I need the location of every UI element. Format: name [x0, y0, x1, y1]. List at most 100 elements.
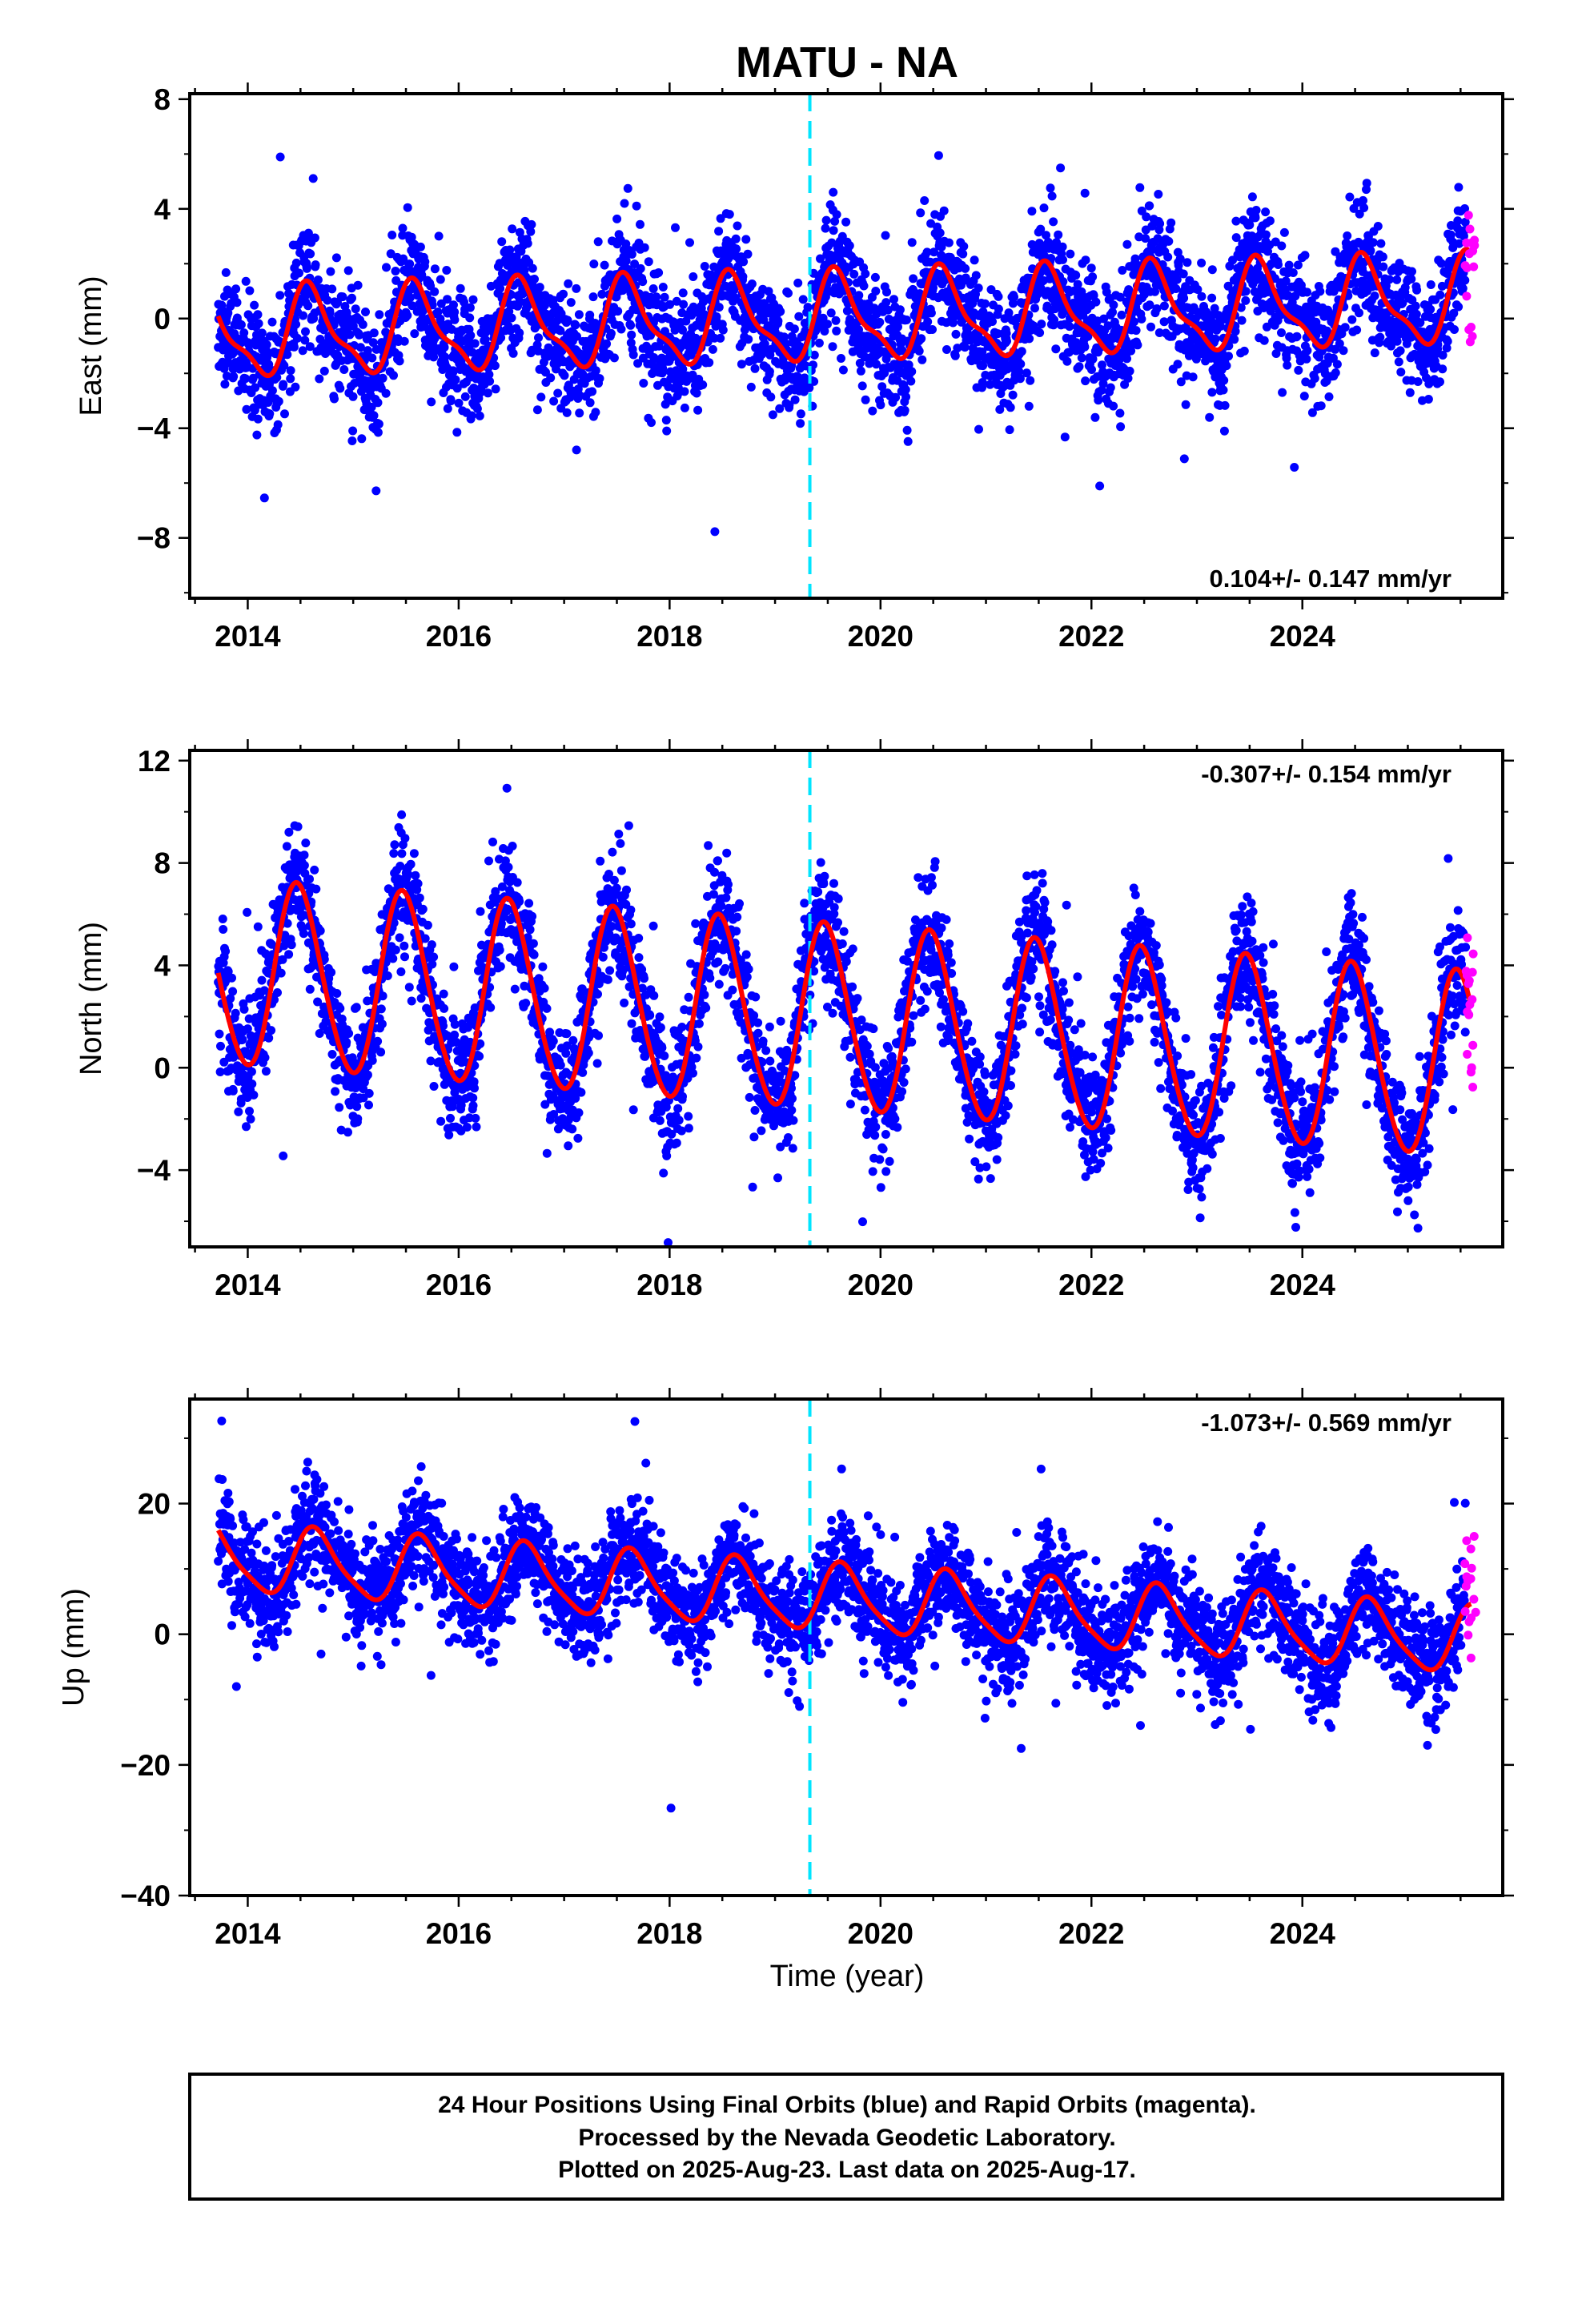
data-point: [216, 1041, 225, 1051]
data-point: [900, 405, 909, 415]
data-point: [1117, 310, 1126, 320]
data-point: [252, 430, 262, 440]
data-point: [262, 340, 271, 349]
data-point: [260, 1053, 270, 1063]
data-point: [944, 238, 954, 247]
data-point: [1207, 388, 1217, 397]
data-point: [1027, 207, 1037, 216]
data-point: [1066, 249, 1075, 259]
data-point: [1039, 203, 1049, 213]
data-point: [305, 875, 314, 884]
data-point: [1283, 360, 1292, 370]
data-point: [449, 962, 459, 971]
data-point: [299, 850, 309, 860]
data-point: [909, 274, 918, 283]
data-point: [1035, 328, 1045, 337]
data-point: [1173, 360, 1182, 369]
data-point: [1017, 347, 1026, 356]
data-point: [821, 215, 831, 225]
data-point: [917, 355, 927, 364]
data-point: [640, 243, 649, 252]
data-point: [542, 1148, 552, 1158]
data-point: [881, 231, 890, 240]
data-point: [1454, 183, 1464, 192]
data-point: [429, 1082, 439, 1091]
data-point: [264, 1033, 274, 1043]
data-point: [355, 330, 364, 340]
data-point: [391, 945, 400, 955]
data-point: [1411, 309, 1421, 319]
data-point: [335, 384, 345, 393]
data-point: [407, 996, 416, 1006]
data-point: [227, 973, 236, 983]
data-point: [400, 834, 410, 843]
data-point: [560, 371, 569, 380]
data-point: [264, 360, 274, 369]
data-point: [1219, 376, 1229, 385]
data-point: [678, 325, 687, 335]
data-point: [564, 279, 573, 288]
data-point: [484, 856, 493, 866]
data-point: [616, 324, 626, 334]
data-point: [308, 174, 318, 183]
data-point: [563, 316, 572, 325]
data-point: [351, 304, 360, 314]
data-point: [515, 328, 524, 338]
data-point: [440, 1003, 449, 1013]
data-point: [559, 289, 568, 299]
data-point: [315, 926, 325, 935]
data-point: [1115, 408, 1125, 418]
data-point: [648, 284, 658, 293]
data-point: [542, 1003, 552, 1013]
data-point: [1109, 300, 1118, 310]
data-point: [295, 268, 303, 278]
data-point: [766, 392, 776, 402]
data-point: [267, 317, 277, 327]
data-point: [327, 284, 337, 294]
data-point: [468, 1101, 478, 1111]
data-point: [546, 373, 556, 383]
data-point: [415, 893, 424, 903]
data-point: [935, 228, 945, 238]
data-point: [232, 298, 242, 308]
data-point: [1166, 218, 1176, 227]
data-point: [404, 983, 414, 992]
north-plot-area: [214, 750, 1478, 1247]
data-point: [627, 250, 636, 259]
data-point: [358, 320, 367, 329]
data-point: [733, 221, 742, 231]
data-point: [1086, 263, 1096, 273]
data-point: [553, 388, 563, 398]
data-point: [814, 338, 824, 348]
data-point: [821, 223, 830, 233]
data-point: [1378, 252, 1387, 262]
data-point: [1379, 262, 1388, 271]
data-point: [246, 1114, 255, 1124]
data-point: [247, 1067, 256, 1076]
data-point: [1090, 412, 1100, 422]
data-point: [1146, 322, 1155, 332]
data-point: [371, 486, 381, 496]
data-point: [746, 382, 756, 392]
data-point: [1181, 400, 1191, 409]
data-point: [265, 409, 275, 419]
data-point: [1279, 227, 1289, 237]
data-point: [639, 379, 648, 388]
data-point: [416, 994, 426, 1003]
data-point: [901, 316, 911, 324]
data-point: [591, 366, 600, 376]
data-point: [961, 263, 970, 273]
data-point: [1423, 395, 1433, 404]
data-point: [1030, 304, 1039, 313]
data-point: [353, 1114, 363, 1124]
data-point: [1265, 216, 1275, 226]
data-point: [665, 300, 675, 309]
data-point: [562, 1029, 572, 1039]
data-point: [1135, 183, 1145, 192]
data-point: [220, 380, 230, 389]
data-point: [1211, 334, 1220, 344]
data-point: [1355, 308, 1363, 318]
data-point: [238, 1035, 247, 1044]
data-point: [241, 276, 251, 286]
data-point: [928, 325, 937, 334]
